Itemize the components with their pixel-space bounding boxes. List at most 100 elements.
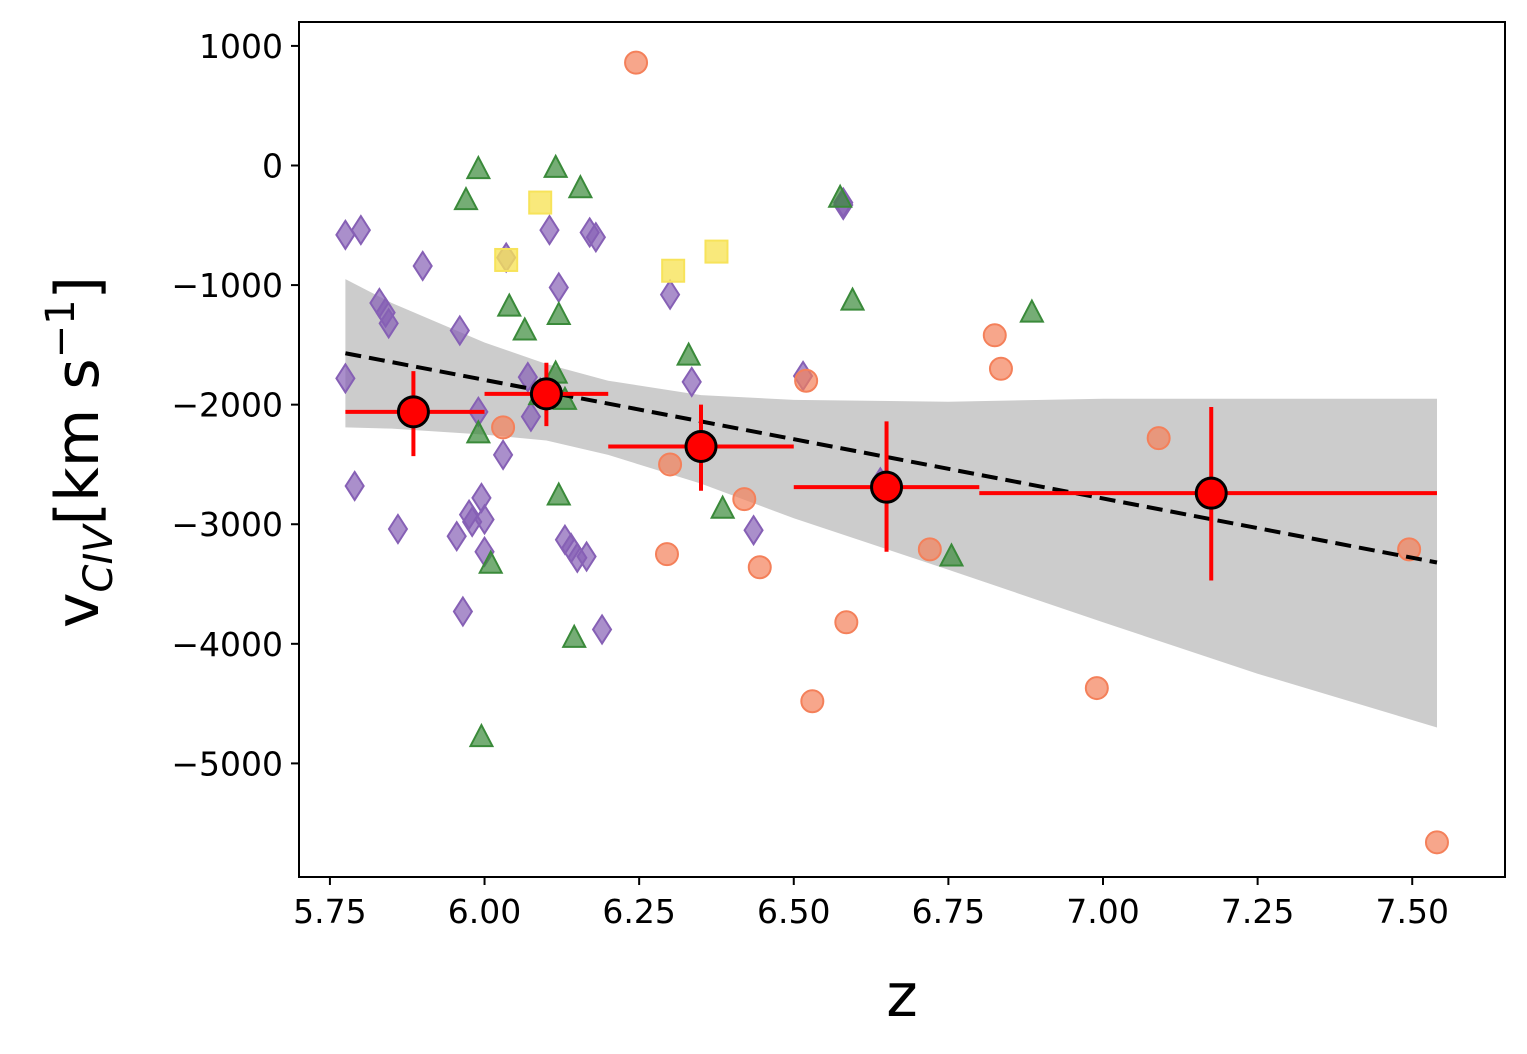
confidence-band xyxy=(345,279,1437,728)
triangle-point xyxy=(478,549,504,574)
binned-mean xyxy=(608,404,794,491)
series-yellow-squares xyxy=(494,190,729,283)
triangle-point xyxy=(839,286,866,311)
y-tick-label: 1000 xyxy=(199,27,283,66)
bin-mean-point xyxy=(684,430,718,464)
diamond-point xyxy=(474,503,495,536)
bin-mean-point xyxy=(396,395,430,429)
x-tick-label: 7.50 xyxy=(1375,892,1448,931)
y-tick-label: −3000 xyxy=(171,505,283,544)
triangle-point xyxy=(567,174,594,199)
bin-mean-point xyxy=(1194,476,1228,510)
circle-point xyxy=(491,415,516,440)
triangle-point xyxy=(675,341,702,366)
scatter-points xyxy=(335,50,1449,855)
circle-point xyxy=(658,452,683,477)
circle-point xyxy=(732,487,757,512)
plot-frame xyxy=(298,21,1506,878)
diamond-point xyxy=(576,540,597,573)
y-tick-label: 0 xyxy=(262,146,283,185)
plot-area xyxy=(335,50,1449,855)
binned-mean xyxy=(793,421,980,552)
diamond-point xyxy=(743,514,764,547)
triangle-point xyxy=(543,153,569,178)
y-tick-label: −5000 xyxy=(171,744,283,783)
y-axis-label: vCIV[km s−1] xyxy=(38,276,122,628)
diamond-point xyxy=(517,361,539,394)
circle-point xyxy=(800,689,825,714)
circle-point xyxy=(747,555,772,580)
circle-point xyxy=(1424,830,1449,855)
svg-text:vCIV[km s−1]: vCIV[km s−1] xyxy=(38,276,122,628)
diamond-point xyxy=(520,400,542,433)
circle-point xyxy=(834,610,859,635)
y-tick-label: −2000 xyxy=(171,386,283,425)
y-label-close: ] xyxy=(43,276,113,299)
triangle-point xyxy=(1019,298,1045,323)
diamond-point xyxy=(659,278,681,311)
diamond-point xyxy=(378,307,399,340)
binned-mean xyxy=(484,362,609,427)
x-tick-label: 7.25 xyxy=(1221,892,1294,931)
diamond-point xyxy=(591,613,613,646)
triangle-point xyxy=(512,316,538,341)
bin-mean-point xyxy=(529,377,563,411)
circle-point xyxy=(624,50,649,75)
triangle-point xyxy=(561,623,587,648)
diamond-point xyxy=(350,214,372,246)
series-orange-circles xyxy=(491,50,1449,855)
diamond-point xyxy=(539,214,560,246)
x-tick-label: 5.75 xyxy=(293,892,366,931)
circle-point xyxy=(988,356,1013,381)
circle-point xyxy=(1397,537,1422,562)
x-tick-label: 6.25 xyxy=(602,892,675,931)
diamond-point xyxy=(452,595,474,628)
y-label-superscript: −1 xyxy=(38,299,84,358)
x-axis-ticks: 5.75 6.00 6.25 6.50 6.75 7.00 7.25 7.50 xyxy=(293,877,1449,931)
y-label-subscript: CIV xyxy=(76,523,122,593)
square-point xyxy=(528,190,553,215)
triangle-point xyxy=(465,419,492,444)
triangle-point xyxy=(938,542,965,567)
y-label-unit: [km s xyxy=(43,358,113,525)
triangle-point xyxy=(827,183,853,208)
diamond-point xyxy=(344,470,365,502)
x-axis-label: z xyxy=(886,961,918,1031)
diamond-point xyxy=(449,314,470,347)
triangle-point xyxy=(546,300,572,325)
y-tick-label: −4000 xyxy=(171,625,283,664)
triangle-point xyxy=(465,154,492,180)
diamond-point xyxy=(681,366,702,398)
diamond-point xyxy=(412,250,433,282)
triangle-point xyxy=(546,481,572,506)
square-point xyxy=(704,239,729,264)
bin-mean-point xyxy=(870,470,904,504)
circle-point xyxy=(982,323,1007,348)
triangle-point xyxy=(709,494,736,519)
binned-mean xyxy=(979,407,1437,581)
circle-point xyxy=(917,537,942,562)
y-axis-ticks: 1000 0 −1000 −2000 −3000 −4000 −5000 xyxy=(171,27,299,783)
triangle-point xyxy=(453,186,479,211)
circle-point xyxy=(1084,676,1109,701)
x-tick-label: 6.50 xyxy=(757,892,830,931)
fit-line xyxy=(345,351,1438,565)
series-green-triangles xyxy=(453,153,1045,748)
diamond-point xyxy=(585,221,607,254)
x-tick-label: 7.00 xyxy=(1066,892,1139,931)
binned-means xyxy=(345,362,1437,581)
triangle-point xyxy=(468,722,495,748)
circle-point xyxy=(654,542,679,567)
x-tick-label: 6.75 xyxy=(912,892,985,931)
circle-point xyxy=(794,368,819,393)
diamond-point xyxy=(492,439,514,471)
diamond-point xyxy=(446,520,467,553)
binned-mean xyxy=(345,371,485,457)
diamond-point xyxy=(387,513,409,545)
triangle-point xyxy=(496,292,522,317)
x-tick-label: 6.00 xyxy=(448,892,521,931)
square-point xyxy=(661,258,686,283)
circle-point xyxy=(1146,426,1171,451)
y-label-symbol: v xyxy=(43,592,113,628)
